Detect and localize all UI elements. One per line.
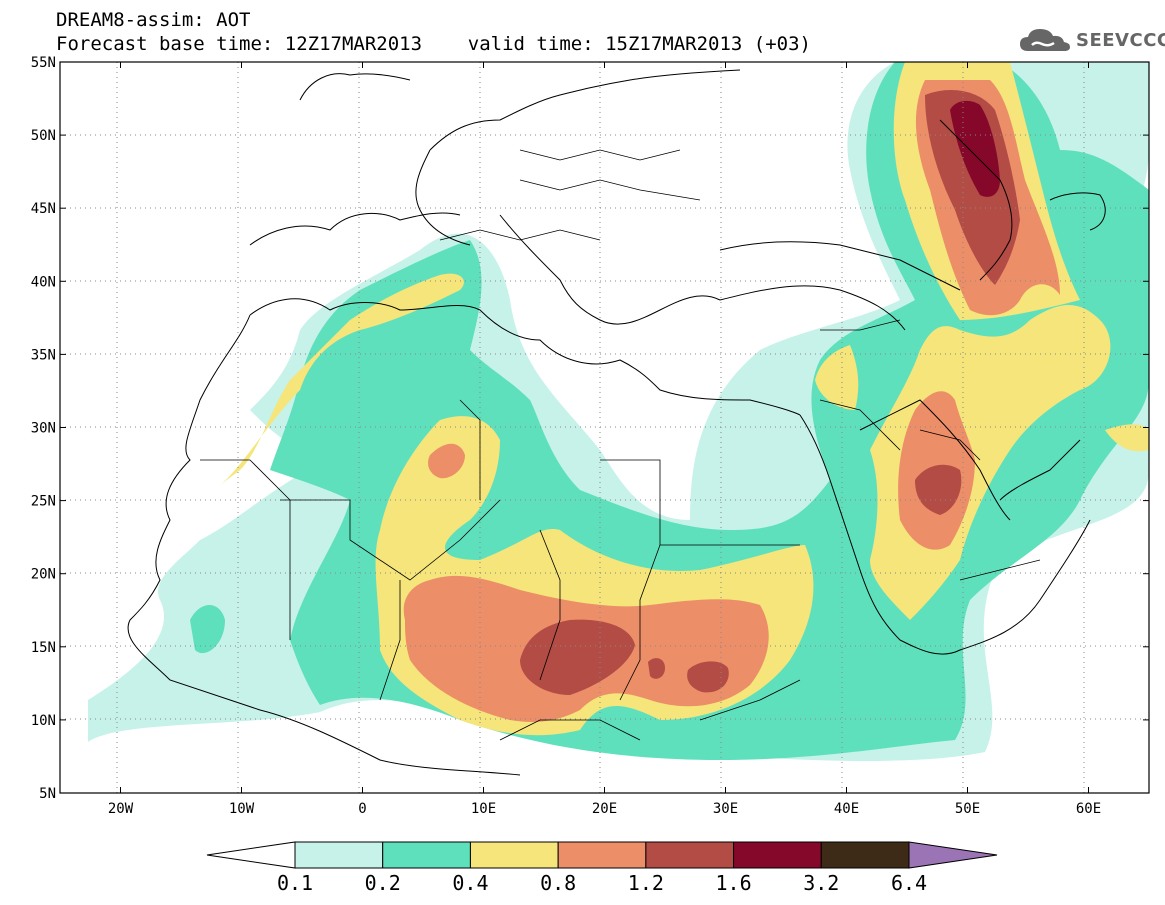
coastlines: [127, 69, 1106, 776]
map-title: DREAM8-assim: AOT: [56, 9, 251, 31]
lon-label: 0: [358, 801, 366, 817]
lat-label: 45N: [31, 201, 56, 217]
colorbar-label: 0.8: [540, 871, 576, 895]
colorbar-label: 1.6: [716, 871, 752, 895]
colorbar-box: [469, 841, 559, 869]
lon-label: 10W: [229, 801, 255, 817]
aot-level-1.6: [950, 100, 1000, 197]
lon-label: 40E: [834, 801, 859, 817]
map-subtitle: Forecast base time: 12Z17MAR2013 valid t…: [56, 33, 811, 55]
lon-label: 20E: [592, 801, 617, 817]
lat-label: 5N: [39, 786, 56, 802]
aot-level-1.2: [520, 90, 1020, 695]
colorbar-box: [557, 841, 647, 869]
colorbar-label: 1.2: [628, 871, 664, 895]
lat-label: 10N: [31, 713, 56, 729]
lon-label: 10E: [471, 801, 496, 817]
colorbar-box: [733, 841, 822, 869]
colorbar-box: [382, 841, 471, 869]
colorbar: 0.1 0.2 0.4 0.8 1.2 1.6 3.2 6.4: [206, 841, 998, 895]
colorbar-max-arrow: [908, 841, 998, 869]
lat-label: 35N: [31, 347, 56, 363]
lat-label: 40N: [31, 274, 56, 290]
lon-label: 60E: [1076, 801, 1101, 817]
lat-label: 20N: [31, 567, 56, 583]
lon-label: 50E: [955, 801, 980, 817]
colorbar-box: [820, 841, 910, 869]
lon-label: 30E: [713, 801, 738, 817]
colorbar-label: 0.2: [365, 871, 401, 895]
lat-axis: 55N 50N 45N 40N 35N 30N 25N 20N 15N 10N 5N: [31, 55, 1149, 802]
lon-label: 20W: [108, 801, 134, 817]
colorbar-box: [294, 841, 384, 869]
colorbar-label: 0.4: [452, 871, 488, 895]
lon-axis: 20W 10W 0 10E 20E 30E 40E 50E 60E: [108, 62, 1101, 817]
colorbar-label: 3.2: [803, 871, 839, 895]
colorbar-label: 6.4: [891, 871, 927, 895]
aot-field: [60, 62, 1149, 793]
colorbar-box: [645, 841, 735, 869]
lat-label: 25N: [31, 494, 56, 510]
lat-label: 30N: [31, 421, 56, 437]
colorbar-min-arrow: [206, 841, 296, 869]
seevccc-logo: SEEVCCC: [1018, 24, 1165, 56]
cloud-icon: [1020, 29, 1070, 51]
logo-text: SEEVCCC: [1076, 29, 1165, 51]
lat-label: 15N: [31, 640, 56, 656]
lat-label: 50N: [31, 128, 56, 144]
lat-label: 55N: [31, 55, 56, 71]
country-borders: [200, 149, 1041, 741]
colorbar-label: 0.1: [277, 871, 313, 895]
